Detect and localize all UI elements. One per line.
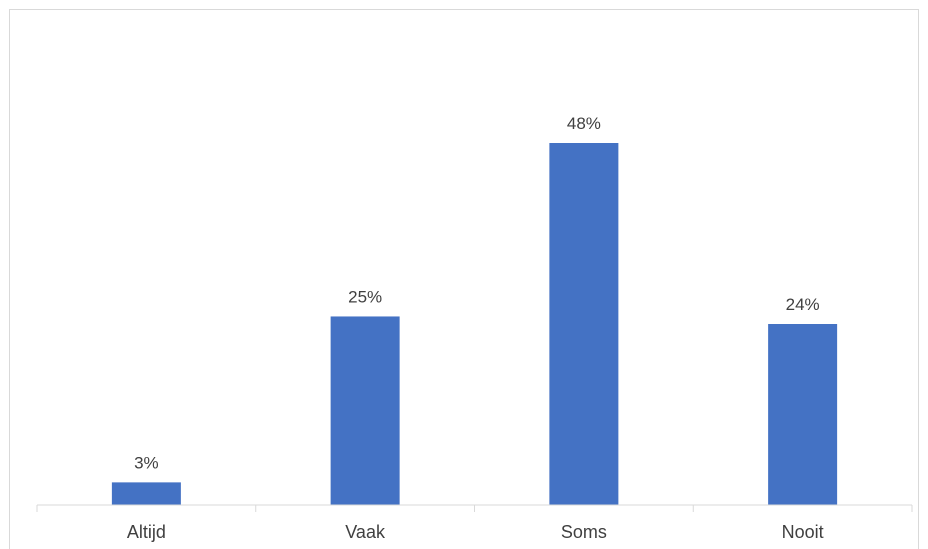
chart-frame	[9, 9, 919, 549]
value-labels-group: 3% 25% 48% 24%	[134, 114, 820, 472]
data-label-soms: 48%	[567, 114, 601, 133]
bar-nooit	[768, 324, 838, 505]
x-axis-ticks	[36, 505, 913, 512]
category-labels-group: Altijd Vaak Soms Nooit	[127, 522, 824, 542]
bar-vaak	[330, 316, 400, 505]
category-label-vaak: Vaak	[345, 522, 386, 542]
data-label-altijd: 3%	[134, 453, 159, 472]
data-label-nooit: 24%	[786, 295, 820, 314]
category-label-soms: Soms	[561, 522, 607, 542]
bars-group	[111, 143, 838, 505]
category-label-altijd: Altijd	[127, 522, 166, 542]
data-label-vaak: 25%	[348, 287, 382, 306]
bar-altijd	[111, 482, 181, 505]
bar-soms	[549, 143, 619, 505]
category-label-nooit: Nooit	[782, 522, 824, 542]
